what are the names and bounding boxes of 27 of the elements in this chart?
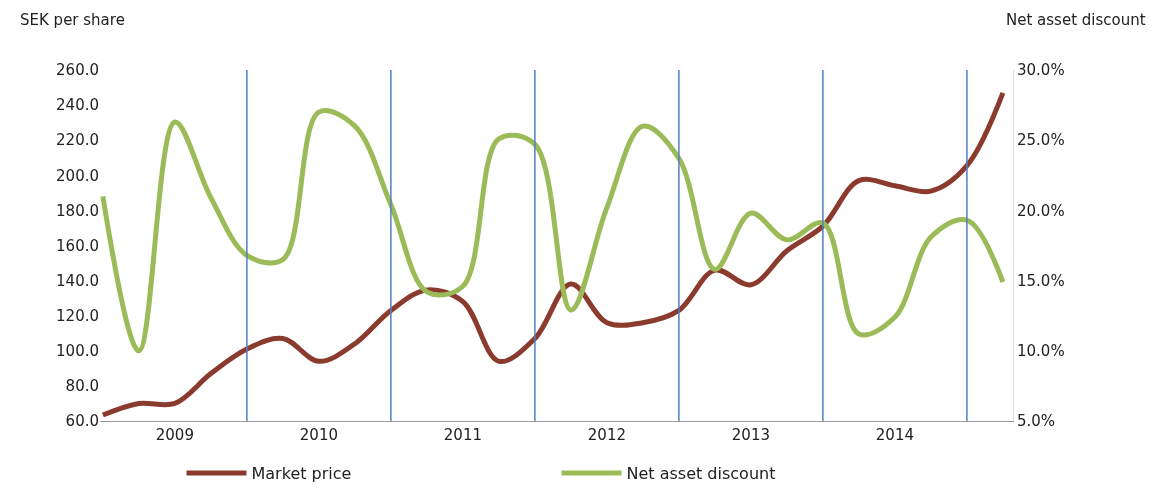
y-tick-label: 140.0: [56, 271, 99, 290]
y2-tick-label: 25.0%: [1017, 131, 1065, 150]
y-tick-label: 260.0: [56, 61, 99, 80]
y2-tick-label: 10.0%: [1017, 342, 1065, 361]
y2-tick-label: 30.0%: [1017, 61, 1065, 80]
y-tick-label: 60.0: [65, 412, 99, 431]
y-tick-label: 100.0: [56, 342, 99, 361]
x-tick-label: 2013: [731, 426, 770, 444]
y-tick-label: 160.0: [56, 236, 99, 255]
y-tick-label: 180.0: [56, 201, 99, 220]
y-tick-label: 200.0: [56, 166, 99, 185]
y2-axis-title: Net asset discount: [1006, 11, 1146, 29]
legend-label: Net asset discount: [626, 464, 776, 484]
legend-label: Market price: [251, 464, 352, 484]
y2-tick-label: 15.0%: [1017, 271, 1065, 290]
y-tick-label: 80.0: [65, 377, 99, 396]
y-tick-label: 120.0: [56, 306, 99, 325]
x-tick-label: 2014: [875, 426, 914, 444]
y-tick-label: 240.0: [56, 96, 99, 115]
y-axis-title: SEK per share: [20, 11, 125, 29]
x-tick-label: 2012: [587, 426, 626, 444]
x-tick-label: 2010: [299, 426, 338, 444]
x-tick-label: 2011: [443, 426, 482, 444]
y2-tick-label: 5.0%: [1017, 412, 1056, 431]
x-tick-label: 2009: [155, 426, 194, 444]
y-tick-label: 220.0: [56, 131, 99, 150]
y2-tick-label: 20.0%: [1017, 201, 1065, 220]
